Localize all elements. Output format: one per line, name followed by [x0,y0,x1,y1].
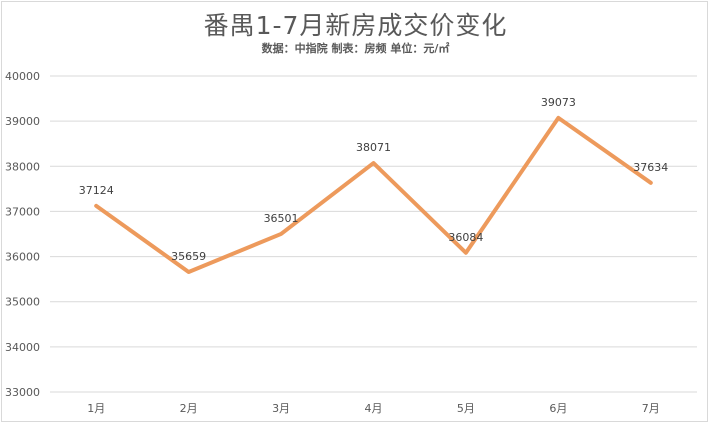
data-label: 39073 [541,96,576,109]
x-tick-label: 6月 [549,402,567,415]
data-label: 37124 [79,184,114,197]
y-tick-label: 38000 [5,160,40,173]
data-labels: 37124 35659 36501 38071 36084 39073 37634 [79,96,669,263]
x-tick-label: 4月 [365,402,383,415]
y-tick-label: 34000 [5,341,40,354]
y-tick-label: 39000 [5,115,40,128]
data-series [94,115,653,274]
chart-title: 番禺1-7月新房成交价变化 [203,11,508,40]
y-tick-label: 36000 [5,251,40,264]
y-axis: 33000 34000 35000 36000 37000 38000 39000 40000 [5,70,40,399]
x-tick-label: 7月 [642,402,660,415]
data-label: 36501 [264,212,299,225]
y-tick-label: 35000 [5,296,40,309]
data-label: 35659 [171,250,206,263]
gridlines [50,75,697,393]
x-tick-label: 1月 [87,402,105,415]
x-axis: 1月 2月 3月 4月 5月 6月 7月 [87,402,660,415]
x-tick-label: 2月 [180,402,198,415]
y-tick-label: 37000 [5,205,40,218]
data-label: 38071 [356,141,391,154]
y-tick-label: 40000 [5,70,40,83]
series-line [94,115,653,274]
y-tick-label: 33000 [5,386,40,399]
x-tick-label: 3月 [272,402,290,415]
data-label: 36084 [448,231,483,244]
data-label: 37634 [633,161,668,174]
chart-subtitle: 数据：中指院 制表：房频 单位：元/㎡ [261,42,450,55]
x-tick-label: 5月 [457,402,475,415]
